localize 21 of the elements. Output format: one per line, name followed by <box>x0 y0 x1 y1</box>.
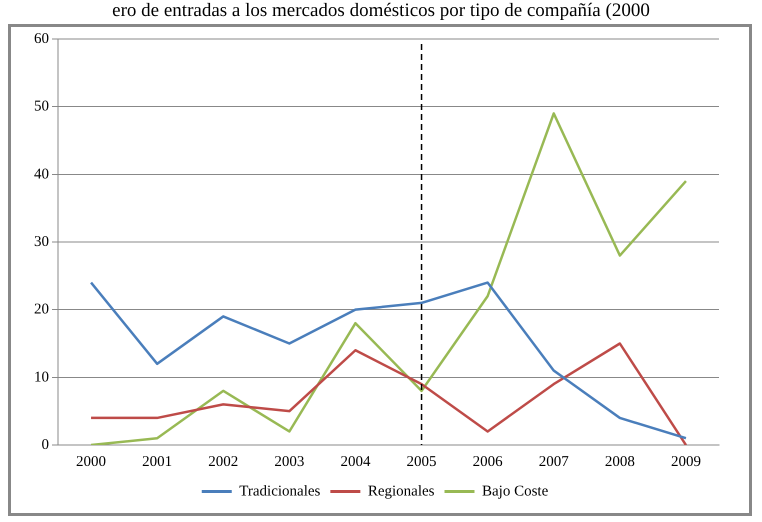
y-tick-label: 30 <box>34 234 49 250</box>
x-tick-label: 2005 <box>406 454 437 470</box>
x-tick-label: 2003 <box>274 454 304 470</box>
legend-label: Bajo Coste <box>482 483 549 500</box>
x-tick-label: 2007 <box>538 454 570 470</box>
legend-label: Tradicionales <box>239 483 321 500</box>
y-tick-label: 40 <box>34 166 49 182</box>
x-tick-label: 2000 <box>76 454 106 470</box>
x-tick-label: 2002 <box>208 454 238 470</box>
y-tick-label: 20 <box>34 302 49 318</box>
y-tick-label: 0 <box>42 436 49 453</box>
legend-label: Regionales <box>368 483 435 500</box>
y-tick-label: 10 <box>34 369 49 386</box>
x-tick-label: 2006 <box>472 454 504 470</box>
y-tick-label: 60 <box>34 30 49 47</box>
x-tick-label: 2004 <box>340 454 371 470</box>
chart-title: ero de entradas a los mercados domésticos por tipo de compañía (2000 <box>111 0 651 22</box>
x-tick-label: 2009 <box>670 454 701 470</box>
x-tick-label: 2001 <box>142 454 172 470</box>
x-tick-label: 2008 <box>604 454 635 470</box>
y-tick-label: 50 <box>34 98 49 115</box>
